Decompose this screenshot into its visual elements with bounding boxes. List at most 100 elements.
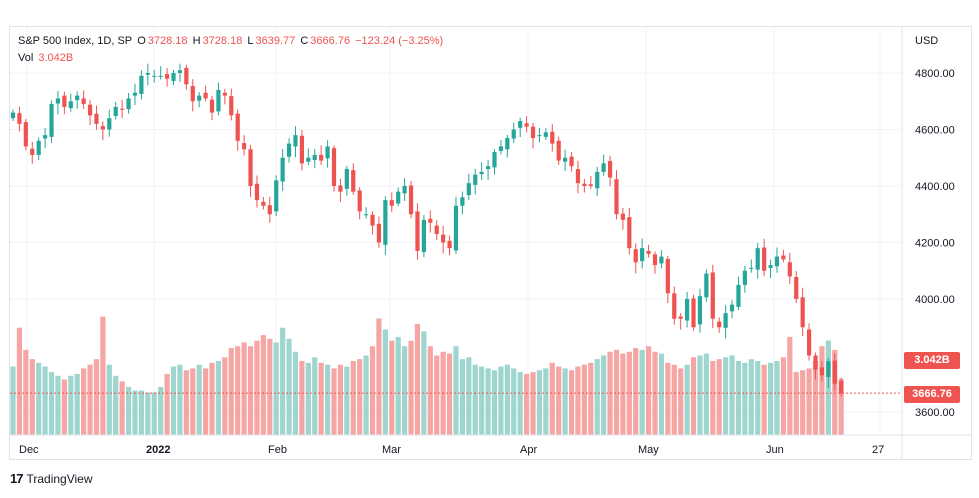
- price-tick-label: 4400.00: [915, 181, 955, 193]
- candle-body: [306, 157, 311, 162]
- price-tick-label: 4000.00: [915, 294, 955, 306]
- candle-body: [813, 355, 818, 370]
- volume-bar: [286, 338, 292, 435]
- volume-bar: [61, 379, 67, 435]
- candle-body: [685, 299, 690, 321]
- volume-bar: [755, 361, 761, 435]
- candle-body: [107, 118, 112, 130]
- price-tick-label: 3600.00: [915, 407, 955, 419]
- volume-bar: [337, 364, 344, 435]
- volume-bar: [421, 331, 427, 435]
- candle-body: [267, 205, 272, 215]
- tradingview-brand[interactable]: 17 TradingView: [10, 471, 93, 486]
- candle-body: [710, 272, 715, 319]
- candle-body: [755, 248, 760, 270]
- candle-body: [742, 270, 747, 285]
- candle-body: [145, 73, 150, 75]
- time-tick-label: 27: [872, 444, 884, 456]
- volume-bar: [556, 366, 562, 435]
- candle-body: [319, 154, 324, 161]
- candle-body: [402, 186, 407, 194]
- candle-body: [216, 89, 221, 112]
- candle-body: [177, 70, 183, 73]
- candle-body: [460, 197, 465, 206]
- candle-body: [62, 95, 67, 107]
- volume-bar: [761, 364, 767, 435]
- volume-bar: [376, 318, 382, 435]
- volume-bar: [299, 361, 305, 435]
- candle-body: [550, 131, 555, 144]
- volume-bar: [568, 370, 575, 435]
- volume-bar: [312, 357, 318, 435]
- tradingview-logo-icon: 17: [10, 471, 24, 486]
- volume-bar: [710, 361, 716, 435]
- volume-bar: [517, 372, 523, 435]
- candle-body: [640, 248, 645, 262]
- volume-bar: [164, 373, 170, 435]
- candle-body: [511, 129, 516, 139]
- volume-bar: [190, 368, 196, 435]
- price-axis[interactable]: 4800.00 4600.00 4400.00 4200.00 4000.00 3600.…: [915, 68, 955, 419]
- volume-bar: [491, 370, 498, 435]
- time-tick-label: Apr: [520, 444, 537, 456]
- price-tick-label: 4200.00: [915, 238, 955, 250]
- candle-body: [447, 240, 452, 249]
- volume-bar: [427, 346, 433, 435]
- candle-body: [806, 329, 812, 356]
- candle-body: [158, 75, 163, 77]
- volume-bar: [735, 361, 742, 435]
- symbol-label[interactable]: S&P 500 Index, 1D, SP: [18, 35, 133, 47]
- volume-bar: [158, 386, 164, 435]
- price-tick-label: 4600.00: [915, 125, 955, 137]
- volume-bar: [331, 368, 337, 435]
- candle-body: [428, 218, 433, 223]
- candle-body: [383, 200, 388, 245]
- volume-bar: [690, 357, 697, 435]
- volume-bar: [838, 378, 844, 435]
- volume-bar: [151, 392, 157, 435]
- candle-body: [479, 171, 484, 175]
- candle-body: [691, 298, 696, 328]
- volume-bar: [357, 359, 363, 435]
- volume-bar: [408, 340, 414, 435]
- volume-bar: [543, 368, 549, 435]
- candle-body: [376, 223, 382, 243]
- volume-bar: [16, 327, 23, 435]
- candle-body: [113, 106, 118, 116]
- volume-bar: [177, 364, 183, 435]
- candle-body: [293, 135, 298, 147]
- candle-body: [556, 140, 561, 161]
- candle-body: [582, 183, 587, 186]
- candle-body: [697, 296, 703, 325]
- volume-bar: [601, 355, 607, 435]
- volume-bar: [819, 346, 825, 435]
- volume-label[interactable]: Vol: [18, 52, 34, 64]
- candle-body: [453, 205, 459, 251]
- volume-bar: [716, 359, 722, 435]
- time-axis[interactable]: Dec 2022 Feb Mar Apr May Jun 27: [19, 444, 884, 456]
- candle-body: [229, 96, 234, 116]
- candle-body: [575, 169, 581, 184]
- candle-body: [126, 98, 131, 110]
- candle-body: [800, 297, 805, 328]
- candle-body: [235, 113, 240, 141]
- volume-bar: [742, 362, 748, 435]
- price-badge: 3666.76: [904, 386, 960, 403]
- volume-bar: [806, 368, 812, 435]
- volume-value: 3.042B: [38, 52, 74, 64]
- candle-body: [601, 163, 606, 172]
- volume-bar: [36, 362, 42, 435]
- volume-bar: [832, 349, 838, 435]
- volume-bar: [613, 349, 620, 435]
- candle-body: [242, 143, 247, 150]
- candle-body: [749, 267, 754, 269]
- volume-bar: [10, 366, 16, 435]
- candle-body: [81, 98, 86, 105]
- candle-body: [370, 214, 375, 226]
- volume-bars: [10, 316, 844, 435]
- candle-body: [357, 190, 362, 212]
- volume-bar: [446, 353, 453, 435]
- candle-body: [717, 321, 722, 328]
- volume-bar: [536, 370, 543, 435]
